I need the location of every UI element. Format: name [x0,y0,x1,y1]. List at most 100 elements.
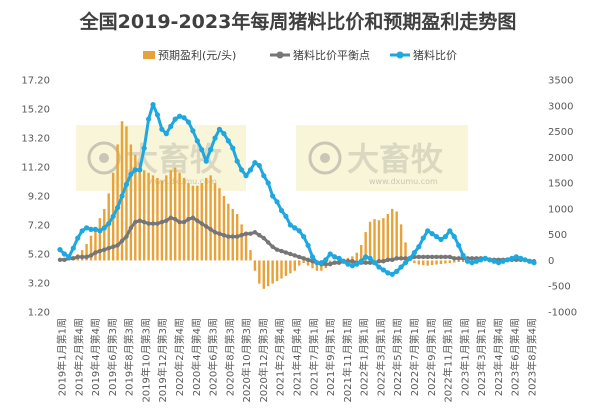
watermark-right-brand: 大畜牧 [347,140,444,178]
breakeven-point [376,259,382,264]
profit-bar [116,144,119,261]
profit-bar [351,256,354,261]
profit-bar [311,260,314,269]
pig-feed-ratio-point [172,116,178,122]
pig-feed-ratio-point [292,225,298,231]
profit-bar [426,260,429,266]
breakeven-point [350,259,355,264]
pig-feed-ratio-point [309,254,316,260]
profit-bar [173,167,177,261]
breakeven-point [71,256,76,261]
pig-feed-ratio-point [154,112,161,118]
breakeven-point [398,256,404,261]
profit-bar [377,220,381,261]
pig-feed-ratio-point [79,228,85,234]
profit-bar [151,175,155,261]
pig-feed-ratio-point [132,167,138,173]
profit-bar [289,260,292,274]
pig-feed-ratio-point [66,254,72,260]
x-tick-label: 2019年6月第3周 [106,318,119,396]
x-tick-label: 2021年11月第1周 [341,318,354,403]
profit-bar [360,244,363,261]
breakeven-point [159,219,165,225]
pig-feed-ratio-point [349,263,355,269]
breakeven-point [266,240,271,245]
profit-bar [391,208,394,261]
breakeven-point [239,232,244,238]
profit-bar [293,260,296,271]
pig-feed-ratio-point [181,115,187,121]
y-right-tick-label: -1000 [548,308,577,319]
watermark-right-logo-dot [320,153,330,163]
profit-bar [453,260,456,263]
pig-feed-ratio-point [194,138,200,144]
profit-bar [103,208,106,261]
y-left-tick-label: 7.20 [28,221,50,232]
pig-feed-ratio-point [491,258,497,264]
breakeven-point [190,215,196,220]
profit-bar [399,224,403,261]
breakeven-point [137,218,142,223]
profit-bar [253,260,257,271]
pig-feed-ratio-point [469,260,475,266]
x-tick-label: 2022年1月第1周 [358,318,371,396]
breakeven-point [248,231,253,236]
pig-feed-ratio-point [114,205,121,211]
profit-bar [484,260,487,262]
series-lines [57,102,537,277]
pig-feed-ratio-point [168,123,174,129]
pig-feed-ratio-point [177,113,183,119]
legend-swatch-profit [143,51,155,59]
pig-feed-ratio-point [433,234,440,240]
y-right-tick-label: 0 [548,256,554,267]
profit-bar [386,214,390,261]
profit-bar [422,260,425,266]
pig-feed-ratio-point [185,119,192,125]
legend-marker-breakeven [276,51,284,59]
profit-bar [98,218,102,261]
pig-feed-ratio-point [57,247,63,253]
breakeven-point [257,232,262,238]
breakeven-point [270,244,275,249]
profit-bar [275,260,279,282]
pig-feed-ratio-point [208,147,214,153]
legend-label-breakeven: 猪料比价平衡点 [293,48,370,62]
breakeven-point [57,257,63,262]
breakeven-point [301,256,306,261]
legend-label-ratio: 猪料比价 [413,48,457,62]
pig-feed-ratio-point [345,261,351,267]
profit-bar [156,177,159,261]
breakeven-point [434,254,439,260]
breakeven-point [181,219,187,225]
pig-feed-ratio-point [283,213,289,219]
profit-bar [395,211,398,261]
breakeven-point [425,254,430,260]
profit-bar [213,183,217,261]
profit-bar [134,154,137,261]
pig-feed-ratio-point [323,257,329,263]
watermark-left-logo-icon [87,141,121,175]
pig-feed-ratio-point [522,257,528,263]
profit-bar [182,177,186,261]
y-axis-right: -1000 -500 0 500 1000 1500 2000 2500 3000 3500 [548,76,577,319]
pig-feed-ratio-point [518,255,524,261]
x-tick-label: 2019年1月第1周 [56,318,69,396]
breakeven-point [438,254,444,260]
breakeven-point [172,217,178,222]
pig-feed-ratio-point [110,213,116,219]
breakeven-point [452,256,457,261]
profit-bar [187,183,190,261]
x-tick-label: 2023年4月第4周 [492,318,505,396]
profit-bar [178,172,181,261]
pig-feed-ratio-point [92,226,99,232]
breakeven-point [390,257,395,262]
pig-feed-ratio-point [358,258,364,264]
profit-bar [222,196,226,261]
profit-bar [142,170,146,261]
y-right-tick-label: 1500 [548,179,573,190]
profit-bars [58,121,536,289]
breakeven-point [199,221,204,226]
breakeven-point [124,234,129,239]
breakeven-point [252,230,258,235]
y-right-tick-label: 1000 [548,204,573,215]
